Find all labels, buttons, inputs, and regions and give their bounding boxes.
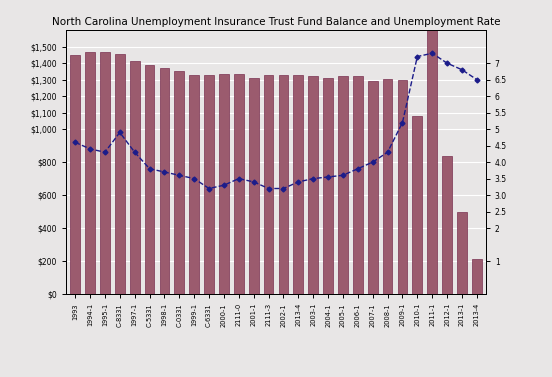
Bar: [145, 65, 155, 294]
Bar: [397, 80, 407, 294]
Bar: [457, 211, 467, 294]
Bar: [264, 75, 273, 294]
Bar: [249, 78, 258, 294]
Bar: [219, 74, 229, 294]
Bar: [323, 78, 333, 294]
Bar: [70, 55, 80, 294]
Bar: [85, 52, 95, 294]
Bar: [279, 75, 288, 294]
Bar: [338, 75, 348, 294]
Bar: [130, 61, 140, 294]
Bar: [100, 52, 110, 294]
Bar: [353, 75, 363, 294]
Bar: [383, 79, 392, 294]
Bar: [204, 75, 214, 294]
Bar: [442, 155, 452, 294]
Bar: [234, 74, 243, 294]
Title: North Carolina Unemployment Insurance Trust Fund Balance and Unemployment Rate: North Carolina Unemployment Insurance Tr…: [52, 17, 500, 27]
Bar: [189, 75, 199, 294]
Bar: [368, 81, 378, 294]
Bar: [160, 68, 169, 294]
Bar: [174, 71, 184, 294]
Bar: [309, 75, 318, 294]
Bar: [294, 75, 303, 294]
Bar: [427, 15, 437, 294]
Bar: [472, 259, 482, 294]
Bar: [115, 54, 125, 294]
Bar: [412, 116, 422, 294]
